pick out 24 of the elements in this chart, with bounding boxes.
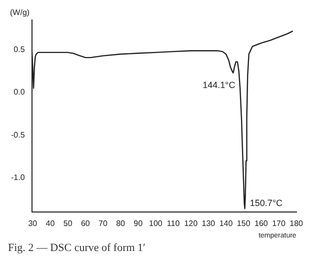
x-tick-label: 70	[98, 219, 108, 228]
x-tick-label: 50	[63, 219, 73, 228]
x-tick-label: 80	[116, 219, 126, 228]
x-tick-label: 180	[290, 219, 304, 228]
annotation: 150.7°C	[250, 198, 283, 208]
x-tick-label: 130	[202, 219, 216, 228]
x-tick-label: 160	[254, 219, 268, 228]
x-tick-label: 170	[272, 219, 286, 228]
caption: Fig. 2 — DSC curve of form 1′	[8, 242, 146, 254]
x-tick-label: 140	[219, 219, 234, 228]
x-tick-label: 100	[149, 219, 163, 228]
y-tick-label: 0.5	[14, 45, 26, 54]
x-tick-label: 60	[80, 219, 90, 228]
y-tick-label: -0.5	[10, 130, 26, 140]
y-axis-title: (W/g)	[10, 8, 30, 18]
annotation: 144.1°C	[202, 80, 236, 90]
x-tick-label: 40	[46, 219, 56, 228]
x-tick-label: 120	[184, 219, 198, 228]
y-tick-label: 0.0	[14, 88, 26, 97]
x-tick-label: 90	[134, 219, 144, 228]
x-tick-label: 110	[166, 219, 180, 228]
x-tick-label: 30	[28, 219, 38, 228]
x-tick-label: 150	[236, 219, 251, 228]
y-tick-label: -1.0	[10, 173, 26, 182]
